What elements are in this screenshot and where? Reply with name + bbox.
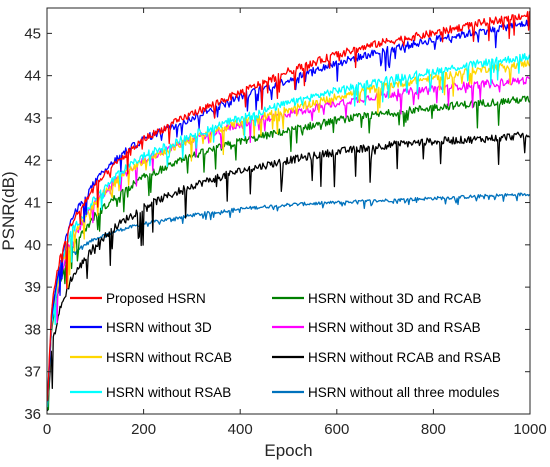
legend: Proposed HSRN HSRN without 3D HSRN without… [70, 291, 501, 400]
x-axis-label: Epoch [264, 441, 312, 460]
y-axis-label: PSNR(dB) [0, 171, 18, 250]
plot-frame [46, 7, 531, 415]
ticks-layer: 0 200 400 600 800 1000 36 37 38 39 40 41 42 43 44 45 [24, 8, 547, 438]
y-tick-label: 45 [24, 25, 41, 42]
legend-label-5: HSRN without 3D and RSAB [308, 320, 481, 335]
series-line-1 [47, 19, 530, 402]
series-line-0 [47, 11, 530, 401]
legend-label-1: HSRN without 3D [106, 320, 212, 335]
series-layer [47, 11, 530, 412]
y-tick-label: 43 [24, 110, 41, 127]
y-tick-label: 37 [24, 364, 41, 381]
x-tick-label: 1000 [513, 421, 546, 438]
legend-label-3: HSRN without RSAB [106, 385, 231, 400]
legend-label-2: HSRN without RCAB [106, 350, 232, 365]
legend-label-0: Proposed HSRN [106, 291, 206, 306]
y-tick-label: 42 [24, 152, 41, 169]
x-tick-label: 0 [43, 421, 51, 438]
x-tick-label: 400 [228, 421, 253, 438]
y-tick-label: 41 [24, 195, 41, 212]
legend-label-4: HSRN without 3D and RCAB [308, 291, 481, 306]
y-tick-label: 39 [24, 279, 41, 296]
x-tick-label: 800 [421, 421, 446, 438]
legend-label-7: HSRN without all three modules [308, 385, 500, 400]
series-line-6 [47, 131, 530, 412]
legend-label-6: HSRN without RCAB and RSAB [308, 350, 501, 365]
series-line-4 [47, 95, 530, 411]
y-tick-label: 40 [24, 237, 41, 254]
y-tick-label: 44 [24, 68, 41, 85]
x-tick-label: 600 [324, 421, 349, 438]
x-tick-label: 200 [131, 421, 156, 438]
y-tick-label: 38 [24, 321, 41, 338]
y-tick-label: 36 [24, 406, 41, 423]
series-line-7 [47, 192, 530, 403]
